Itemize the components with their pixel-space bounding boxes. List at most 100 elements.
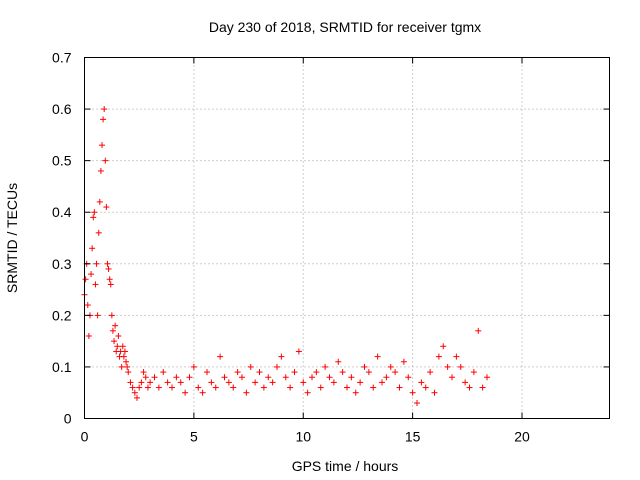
- data-point: [484, 374, 490, 381]
- data-point: [265, 374, 272, 381]
- data-point: [208, 379, 215, 386]
- y-tick-label: 0.5: [52, 153, 72, 169]
- data-point: [107, 281, 114, 288]
- data-point: [287, 384, 294, 391]
- data-point: [466, 384, 473, 391]
- x-tick-label: 5: [190, 429, 198, 445]
- data-point: [118, 363, 125, 370]
- data-point: [396, 384, 403, 391]
- data-point: [247, 363, 254, 370]
- data-point: [125, 369, 132, 376]
- data-point: [127, 379, 134, 386]
- data-point: [256, 369, 263, 376]
- data-point: [291, 369, 298, 376]
- data-point: [479, 384, 486, 391]
- data-point: [169, 384, 175, 391]
- data-point: [102, 157, 109, 164]
- data-point: [221, 374, 228, 381]
- data-point: [108, 312, 115, 319]
- x-tick-label: 10: [295, 429, 311, 445]
- x-tick-label: 20: [514, 429, 530, 445]
- y-tick-label: 0.4: [52, 204, 72, 220]
- data-point: [134, 394, 140, 401]
- data-point: [387, 363, 394, 370]
- data-point: [106, 276, 113, 283]
- data-point: [453, 353, 460, 360]
- data-point: [370, 384, 377, 391]
- data-point: [357, 379, 364, 386]
- data-point: [138, 379, 145, 386]
- data-point: [379, 379, 385, 386]
- data-point: [94, 312, 101, 319]
- chart-title: Day 230 of 2018, SRMTID for receiver tgm…: [209, 19, 481, 35]
- data-point: [427, 369, 434, 376]
- data-point: [422, 384, 429, 391]
- data-point: [85, 332, 92, 339]
- data-point: [225, 379, 232, 386]
- data-point: [383, 374, 390, 381]
- data-point: [91, 209, 98, 216]
- data-point: [84, 302, 91, 309]
- data-point: [243, 389, 250, 396]
- data-point: [344, 384, 350, 391]
- data-point: [252, 379, 259, 386]
- data-point: [173, 374, 180, 381]
- data-point: [114, 343, 121, 350]
- data-point: [339, 369, 346, 376]
- data-point: [124, 363, 131, 370]
- data-point: [365, 369, 372, 376]
- data-point: [89, 245, 96, 252]
- data-point: [317, 384, 324, 391]
- data-point: [109, 327, 116, 334]
- data-point: [435, 353, 442, 360]
- data-point: [204, 369, 210, 376]
- y-tick-label: 0: [64, 411, 72, 427]
- data-point: [449, 374, 455, 381]
- x-axis-label: GPS time / hours: [292, 458, 399, 474]
- data-point: [90, 214, 97, 221]
- data-point: [160, 369, 167, 376]
- data-points: [81, 106, 490, 407]
- data-point: [348, 374, 355, 381]
- data-point: [121, 348, 128, 355]
- data-point: [212, 384, 219, 391]
- data-point: [409, 389, 416, 396]
- data-point: [112, 322, 119, 329]
- plot-frame: [84, 57, 610, 419]
- data-point: [475, 327, 482, 334]
- data-point: [151, 374, 158, 381]
- data-point: [352, 389, 359, 396]
- data-point: [374, 353, 381, 360]
- data-point: [120, 353, 127, 360]
- x-tick-label: 0: [81, 429, 89, 445]
- data-point: [234, 369, 241, 376]
- y-tick-label: 0.6: [52, 101, 72, 117]
- y-tick-label: 0.2: [52, 307, 72, 323]
- data-point: [239, 374, 245, 381]
- data-point: [104, 260, 111, 267]
- data-point: [82, 276, 89, 283]
- data-point: [470, 369, 477, 376]
- data-point: [199, 389, 206, 396]
- data-point: [405, 374, 412, 381]
- data-point: [119, 343, 126, 350]
- x-tick-label: 15: [405, 429, 421, 445]
- data-point: [95, 229, 102, 236]
- y-tick-label: 0.3: [52, 256, 72, 272]
- data-point: [101, 106, 108, 113]
- data-point: [313, 369, 320, 376]
- data-point: [260, 384, 267, 391]
- data-point: [155, 384, 162, 391]
- data-point: [111, 338, 118, 345]
- data-point: [400, 358, 407, 365]
- y-axis-label: SRMTID / TECUs: [4, 183, 20, 293]
- data-point: [444, 363, 451, 370]
- data-point: [144, 384, 151, 391]
- data-point: [164, 379, 171, 386]
- data-point: [295, 348, 302, 355]
- data-point: [182, 389, 189, 396]
- data-point: [190, 363, 197, 370]
- data-point: [92, 281, 99, 288]
- data-point: [142, 374, 149, 381]
